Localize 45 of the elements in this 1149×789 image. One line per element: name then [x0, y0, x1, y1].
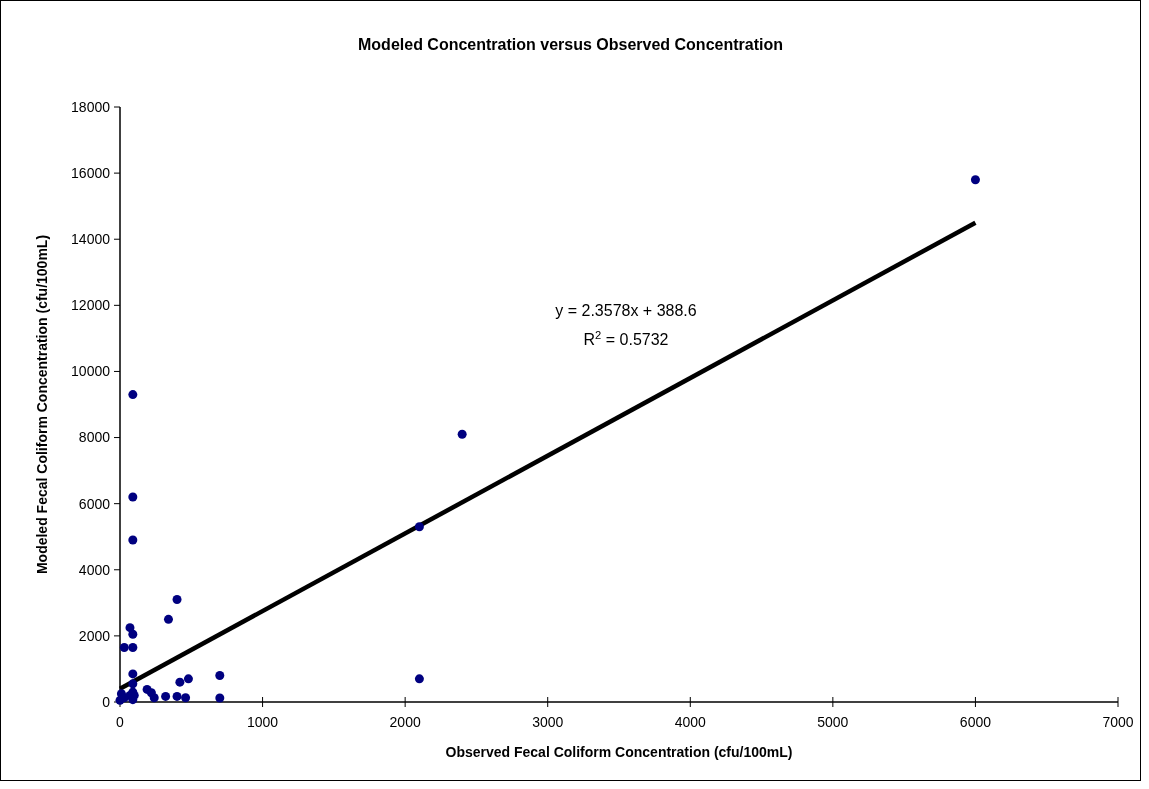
point	[128, 492, 138, 502]
x-tick-label: 1000	[246, 714, 279, 730]
y-tick-label: 4000	[78, 561, 111, 578]
y-tick-label: 10000	[71, 363, 111, 380]
y-tick-label: 8000	[78, 429, 111, 446]
x-tick-label: 5000	[817, 714, 849, 730]
x-tick-label: 2000	[389, 714, 421, 730]
annotation: y = 2.3578x + 388.6	[555, 302, 697, 320]
y-axis-title: Modeled Fecal Coliform Concentration (cfu/100mL)	[34, 234, 50, 575]
point	[172, 595, 182, 605]
x-tick-label: 0	[116, 714, 125, 730]
point	[119, 642, 129, 652]
point	[414, 522, 424, 532]
point	[149, 693, 159, 703]
x-tick-label: 7000	[1102, 714, 1134, 730]
y-tick-label: 18000	[71, 98, 111, 115]
point	[128, 390, 138, 400]
point	[128, 669, 138, 679]
y-tick-label: 12000	[71, 297, 111, 314]
point	[172, 691, 182, 701]
point	[161, 691, 171, 701]
point	[181, 693, 191, 703]
x-tick-label: 6000	[959, 714, 992, 730]
y-tick-label: 16000	[71, 165, 111, 182]
point	[970, 175, 980, 185]
x-tick-label: 3000	[532, 714, 564, 730]
point	[414, 674, 424, 684]
point	[128, 629, 138, 639]
annotation: R$^{2}$ = 0.5732	[583, 329, 669, 349]
point	[175, 677, 185, 687]
point	[215, 693, 225, 703]
point	[183, 674, 193, 684]
y-tick-label: 14000	[71, 231, 111, 248]
point	[128, 642, 138, 652]
point	[215, 671, 225, 681]
x-axis-title: Observed Fecal Coliform Concentration (cfu/100mL)	[445, 744, 793, 760]
y-tick-label: 2000	[78, 627, 111, 644]
x-tick-label: 4000	[674, 714, 707, 730]
y-tick-label: 6000	[78, 495, 111, 512]
point	[163, 614, 173, 624]
point	[457, 429, 467, 439]
point	[128, 535, 138, 545]
y-tick-label: 0	[102, 693, 111, 710]
point	[128, 679, 138, 689]
chart-title: Modeled Concentration versus Observed Concentration	[358, 36, 783, 53]
